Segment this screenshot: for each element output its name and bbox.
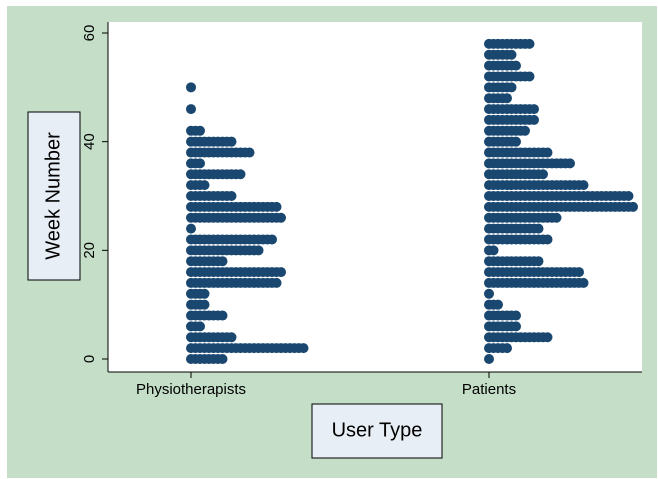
dot	[195, 321, 205, 332]
dot	[578, 277, 589, 288]
dot	[276, 212, 286, 223]
dot	[511, 321, 521, 332]
dot	[199, 288, 210, 299]
dot	[511, 60, 521, 71]
dot	[520, 125, 530, 136]
dot	[502, 343, 512, 354]
dot	[542, 332, 553, 343]
dot	[226, 332, 237, 343]
dot	[186, 223, 196, 234]
y-tick-label: 0	[81, 355, 98, 363]
dot	[529, 104, 539, 115]
y-tick-label: 20	[81, 242, 98, 259]
dot	[538, 169, 548, 180]
dot	[186, 104, 196, 115]
dot	[511, 310, 521, 321]
dot	[574, 267, 584, 278]
dot	[542, 234, 553, 245]
dot	[276, 267, 286, 278]
y-axis-title: Week Number	[42, 132, 64, 260]
x-title-box	[311, 403, 443, 459]
dot	[195, 158, 205, 169]
dot	[533, 256, 544, 267]
dot	[226, 191, 237, 201]
dot	[253, 245, 264, 256]
dot	[199, 299, 210, 310]
y-title-box	[27, 111, 81, 281]
x-tick-label: Physiotherapists	[136, 381, 246, 398]
dot	[484, 354, 494, 364]
dot	[542, 147, 553, 158]
dot	[506, 49, 517, 60]
x-tick-label: Patients	[462, 381, 516, 398]
dot	[565, 158, 575, 169]
dot	[199, 180, 210, 191]
dot	[235, 169, 246, 180]
y-tick-label: 40	[81, 133, 98, 150]
dot	[578, 180, 589, 191]
dot	[267, 234, 277, 245]
dot	[195, 125, 205, 136]
dot	[628, 201, 638, 212]
dot	[217, 256, 228, 267]
y-tick-label: 60	[81, 25, 98, 42]
dot	[529, 114, 539, 125]
dot	[623, 191, 634, 201]
dot	[506, 82, 517, 93]
dot	[488, 245, 499, 256]
dot	[271, 277, 282, 288]
dot	[551, 212, 562, 223]
dot	[511, 136, 521, 147]
dot	[524, 38, 535, 49]
dot	[484, 288, 494, 299]
dot	[271, 201, 282, 212]
dot	[524, 71, 535, 82]
x-axis-title: User Type	[332, 419, 423, 441]
dot	[493, 299, 503, 310]
dot	[298, 343, 309, 354]
dot	[533, 223, 544, 234]
dot	[502, 93, 512, 104]
dot	[217, 354, 228, 364]
dot	[217, 310, 228, 321]
dot	[244, 147, 255, 158]
dot	[186, 82, 196, 93]
dot	[226, 136, 237, 147]
